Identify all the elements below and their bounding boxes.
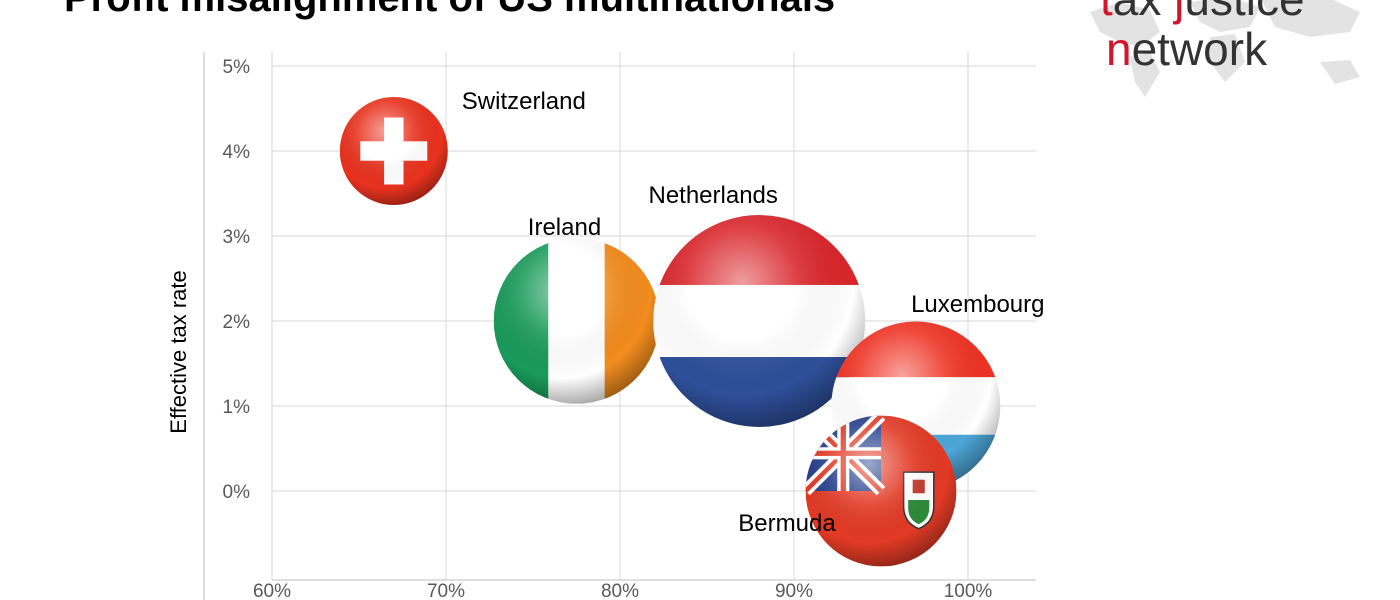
bubble-labels: Switzerland Ireland Netherlands Luxembourg B… bbox=[462, 88, 1045, 537]
y-tick-label: 5% bbox=[223, 57, 251, 78]
logo-line-2: network bbox=[1106, 23, 1268, 75]
bubble-label: Ireland bbox=[528, 214, 601, 241]
axes bbox=[203, 52, 1036, 600]
bubble-label: Luxembourg bbox=[911, 291, 1044, 318]
y-tick-label: 0% bbox=[223, 482, 251, 503]
y-axis-label: Effective tax rate bbox=[166, 270, 191, 433]
x-tick-label: 70% bbox=[427, 581, 465, 600]
slide-title: Profit misalignment of US multinationals bbox=[64, 0, 835, 21]
y-tick-label: 4% bbox=[223, 142, 251, 163]
bubble-ireland bbox=[493, 238, 660, 404]
x-tick-label: 80% bbox=[601, 581, 639, 600]
y-tick-label: 2% bbox=[223, 312, 251, 333]
bubbles bbox=[339, 97, 1001, 567]
x-tick-label: 60% bbox=[253, 581, 291, 600]
y-tick-label: 3% bbox=[223, 227, 251, 248]
bubble-label: Netherlands bbox=[648, 182, 777, 209]
world-map-watermark-icon bbox=[1090, 0, 1360, 97]
tax-justice-network-logo: tax justice network bbox=[1060, 0, 1380, 112]
y-axis-tick-labels: 0% 1% 2% 3% 4% 5% bbox=[223, 57, 251, 503]
bubble-bermuda bbox=[805, 415, 957, 567]
logo-line-1: tax justice bbox=[1100, 0, 1305, 26]
bubble-switzerland bbox=[339, 97, 448, 205]
x-tick-label: 90% bbox=[775, 581, 813, 600]
x-axis-tick-labels: 60% 70% 80% 90% 100% bbox=[253, 581, 992, 600]
bubble-label: Bermuda bbox=[738, 510, 836, 537]
x-tick-label: 100% bbox=[944, 581, 993, 600]
bubble-label: Switzerland bbox=[462, 88, 586, 115]
y-tick-label: 1% bbox=[223, 397, 251, 418]
